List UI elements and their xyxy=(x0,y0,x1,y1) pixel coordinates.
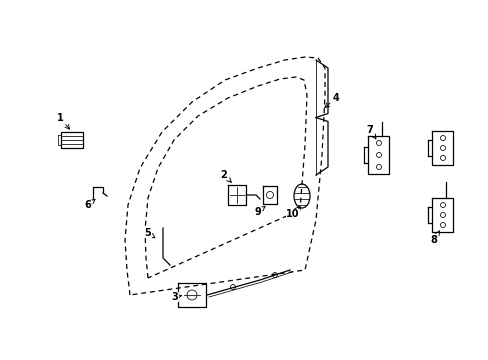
Text: 5: 5 xyxy=(144,228,155,238)
Text: 1: 1 xyxy=(57,113,69,129)
Text: 8: 8 xyxy=(429,231,439,245)
Text: 7: 7 xyxy=(366,125,375,139)
Text: 6: 6 xyxy=(84,199,95,210)
Text: 9: 9 xyxy=(254,206,264,217)
Text: 3: 3 xyxy=(171,292,182,302)
Text: 10: 10 xyxy=(285,206,299,219)
Bar xyxy=(61,132,83,148)
Text: 4: 4 xyxy=(324,93,339,108)
Text: 2: 2 xyxy=(220,170,231,182)
